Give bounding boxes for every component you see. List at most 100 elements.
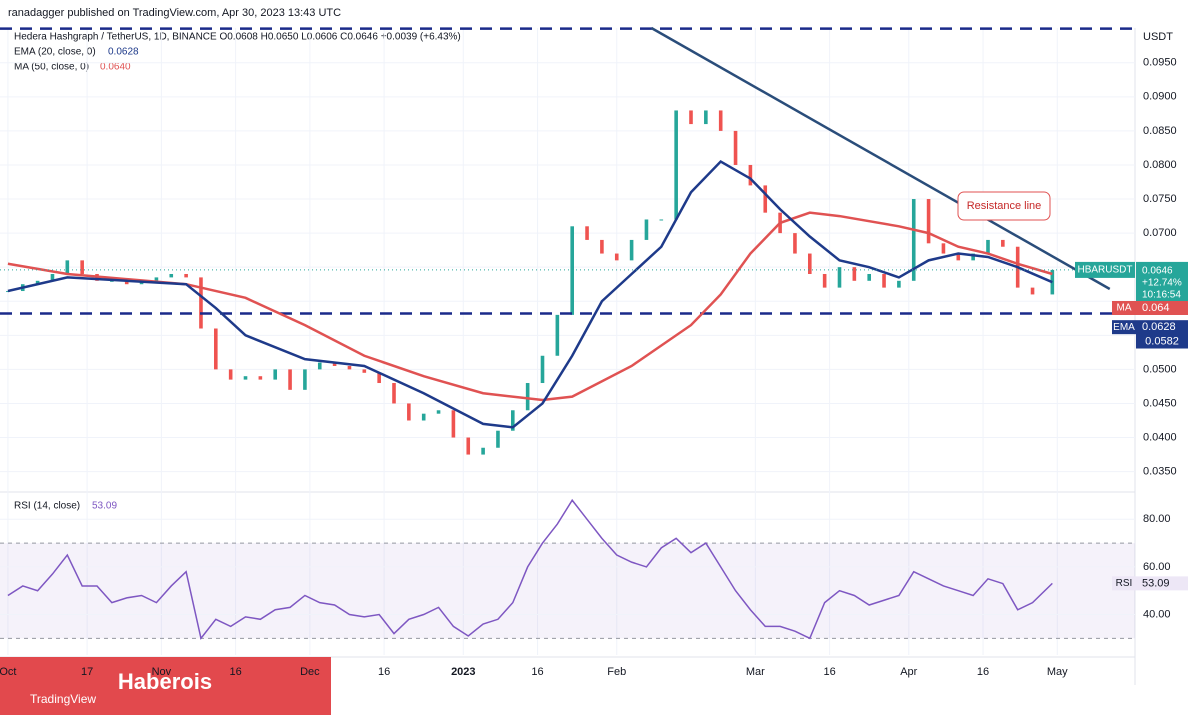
candle xyxy=(362,369,367,373)
candle xyxy=(1001,239,1005,247)
candle xyxy=(1050,269,1055,295)
candle xyxy=(674,110,678,220)
symbol-tag xyxy=(1075,261,1135,278)
candle xyxy=(659,219,664,221)
candle xyxy=(154,277,159,281)
candle xyxy=(689,110,693,125)
x-tick-label: 16 xyxy=(229,666,241,678)
x-tick-label: Mar xyxy=(746,666,765,678)
y-tick-label: 0.0450 xyxy=(1143,397,1177,409)
x-tick-label: 16 xyxy=(378,666,390,678)
candle xyxy=(971,253,975,261)
candle xyxy=(600,239,604,254)
ema-tag xyxy=(1112,320,1188,335)
candle xyxy=(822,273,827,288)
rsi-value: 53.09 xyxy=(92,501,117,512)
candle xyxy=(614,253,619,261)
candle xyxy=(986,239,990,254)
ma-value: 0.0640 xyxy=(100,62,131,73)
price-tag xyxy=(1136,261,1188,304)
currency: USDT xyxy=(1143,31,1173,43)
price-tag-change: +12.74% xyxy=(1142,278,1182,289)
candle xyxy=(1030,287,1035,295)
candle xyxy=(421,413,426,421)
rsi-tag-name: RSI xyxy=(1116,578,1133,589)
candle xyxy=(956,253,961,261)
ema-line xyxy=(7,159,1053,429)
x-tick-label: Dec xyxy=(300,666,320,678)
candle xyxy=(303,369,307,390)
ema-tag-name: EMA xyxy=(1113,322,1135,333)
candle xyxy=(807,253,812,274)
y-tick-label: 0.0850 xyxy=(1143,125,1177,137)
rsi-tick-label: 60.00 xyxy=(1143,561,1171,573)
y-tick-label: 0.0700 xyxy=(1143,227,1177,239)
price-pane xyxy=(0,28,1135,655)
candle xyxy=(407,403,411,421)
candle xyxy=(911,199,916,281)
rsi-tag-value: 53.09 xyxy=(1142,577,1170,589)
x-tick-label: Apr xyxy=(900,666,917,678)
candle xyxy=(110,280,114,282)
rsi-title: RSI (14, close) xyxy=(14,501,80,512)
y-tick-label: 0.0500 xyxy=(1143,363,1177,375)
candle xyxy=(733,130,738,165)
candle xyxy=(377,372,381,384)
candle xyxy=(882,273,886,288)
x-tick-label: May xyxy=(1047,666,1068,678)
symbol-line: Hedera Hashgraph / TetherUS, 1D, BINANCE… xyxy=(14,32,461,43)
x-tick-label: 16 xyxy=(823,666,835,678)
candle xyxy=(35,280,40,285)
candle xyxy=(347,365,352,370)
candle xyxy=(585,226,589,240)
rsi-tick-label: 80.00 xyxy=(1143,513,1171,525)
rsi-tag xyxy=(1112,576,1188,591)
ma-tag xyxy=(1112,300,1188,315)
trendline xyxy=(650,26,1111,291)
level-label: 0.0582 xyxy=(1145,335,1179,347)
annotation: Resistance line xyxy=(967,200,1042,212)
watermark: Haberois xyxy=(118,669,212,694)
candle xyxy=(273,369,278,380)
ma-tag-value: 0.064 xyxy=(1142,302,1170,314)
y-tick-label: 0.0350 xyxy=(1143,466,1177,478)
publisher: ranadagger published on TradingView.com,… xyxy=(8,7,341,19)
candle xyxy=(941,243,946,254)
price-tag-countdown: 10:16:54 xyxy=(1142,290,1181,301)
x-tick-label: Oct xyxy=(0,666,16,678)
candle xyxy=(50,273,55,281)
y-tick-label: 0.0750 xyxy=(1143,193,1177,205)
x-tick-label: Nov xyxy=(152,666,172,678)
candle xyxy=(392,383,396,404)
ma-tag-name: MA xyxy=(1117,303,1132,314)
candle xyxy=(332,362,337,366)
price-tag-price: 0.0646 xyxy=(1142,266,1173,277)
candle xyxy=(80,260,84,274)
candle xyxy=(570,226,575,315)
candle xyxy=(555,314,560,356)
candle xyxy=(496,430,500,448)
candle xyxy=(65,260,70,274)
symbol-label: HBARUSDT xyxy=(1077,265,1132,276)
x-tick-label: 2023 xyxy=(451,666,475,678)
candle xyxy=(852,267,857,281)
candle xyxy=(837,267,842,288)
y-tick-label: 0.0400 xyxy=(1143,431,1177,443)
candle xyxy=(258,376,263,380)
ma-line xyxy=(7,211,1053,402)
candle xyxy=(214,328,218,370)
candle xyxy=(540,355,545,384)
ema-value: 0.0628 xyxy=(108,47,139,58)
brand: TradingView xyxy=(30,692,96,706)
candle xyxy=(169,273,174,278)
annotation-box xyxy=(957,191,1051,221)
candle xyxy=(317,362,322,370)
level-tag xyxy=(1136,333,1188,349)
candle xyxy=(199,277,203,329)
candle xyxy=(897,280,901,288)
candle xyxy=(793,233,797,254)
y-tick-label: 0.0900 xyxy=(1143,91,1177,103)
y-tick-label: 0.0950 xyxy=(1143,57,1177,69)
